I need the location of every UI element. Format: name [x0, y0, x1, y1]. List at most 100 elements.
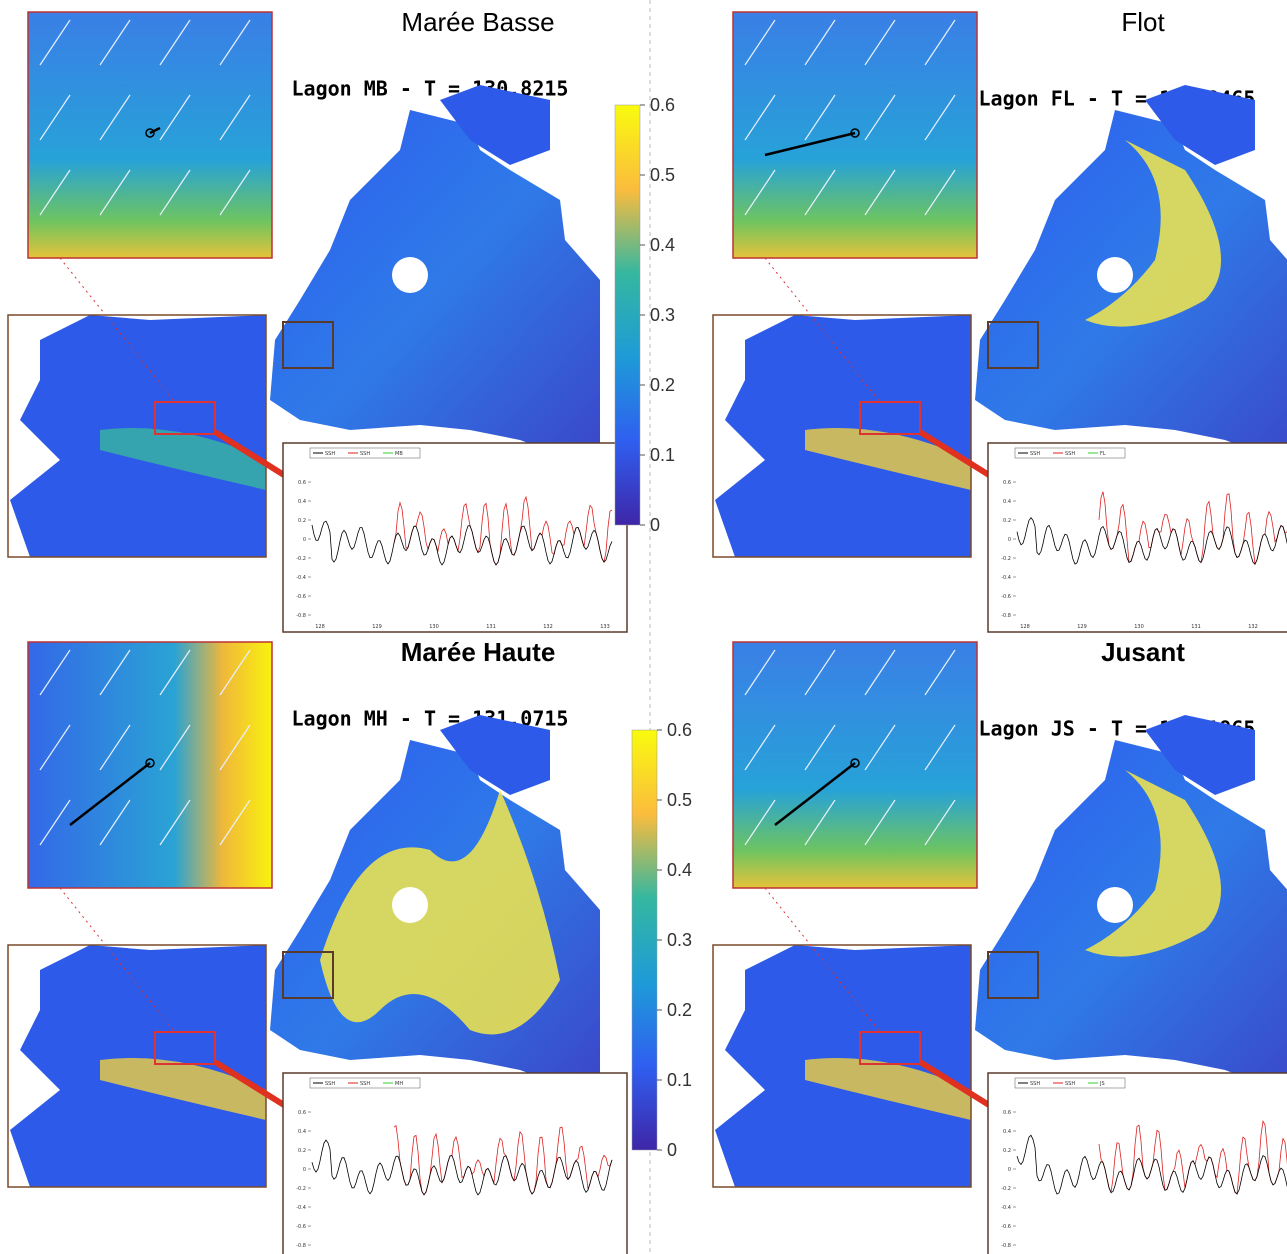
- series-model: [1016, 517, 1287, 565]
- timeseries: [987, 1072, 1287, 1254]
- legend-label: SSH: [360, 451, 370, 457]
- current-arrow: [39, 94, 71, 141]
- current-arrow: [864, 94, 896, 141]
- zoom-connector: [59, 257, 176, 403]
- lagoon-map: [270, 110, 600, 470]
- series-y-label: 0.4: [298, 1129, 306, 1135]
- zoom-inset: [732, 641, 978, 889]
- series-y-label: 0.6: [1003, 480, 1011, 486]
- colorbar-label: 0: [667, 1140, 677, 1160]
- series-y-label: -0.2: [296, 556, 306, 562]
- probe: [850, 128, 860, 138]
- current-arrow: [159, 799, 191, 846]
- series-y-label: -0.6: [1001, 594, 1011, 600]
- series-y-label: -0.4: [296, 1205, 306, 1211]
- high-current: [1085, 140, 1221, 327]
- current-arrow: [804, 724, 836, 771]
- series-y-label: 0.2: [298, 518, 306, 524]
- current-arrow: [159, 724, 191, 771]
- series-y-label: -0.4: [296, 575, 306, 581]
- series-y-label: 0.4: [298, 499, 306, 505]
- current-arrow: [39, 649, 71, 696]
- current-arrow: [924, 724, 956, 771]
- current-arrow: [924, 649, 956, 696]
- legend-label: FL: [1100, 451, 1106, 457]
- current-arrow: [924, 799, 956, 846]
- current-arrow: [744, 799, 776, 846]
- series-y-label: 0.4: [1003, 499, 1011, 505]
- colorbar-label: 0.5: [650, 165, 675, 185]
- zoom-inset: [27, 11, 273, 259]
- series-y-label: 0.2: [1003, 1148, 1011, 1154]
- series-y-label: 0.2: [1003, 518, 1011, 524]
- colorbar-label: 0.2: [667, 1000, 692, 1020]
- colorbar-label: 0: [650, 515, 660, 535]
- series-model: [1016, 1134, 1287, 1195]
- high-current: [1085, 770, 1221, 957]
- colorbar-label: 0.1: [650, 445, 675, 465]
- legend-label: SSH: [1030, 451, 1040, 457]
- map-zoom-box: [282, 321, 334, 369]
- zoom-inset: [732, 11, 978, 259]
- panel-heading: Jusant: [1101, 637, 1185, 667]
- series-x-label: 132: [543, 624, 553, 630]
- colorbar-label: 0.5: [667, 790, 692, 810]
- mid-inset-band: [805, 428, 971, 490]
- current-arrow: [744, 94, 776, 141]
- lagoon-map-ne: [1145, 85, 1255, 165]
- series-x-label: 129: [1077, 624, 1087, 630]
- colorbar-label: 0.2: [650, 375, 675, 395]
- series-x-label: 131: [1191, 624, 1201, 630]
- current-arrow: [219, 724, 251, 771]
- current-arrow: [864, 799, 896, 846]
- current-arrow: [159, 649, 191, 696]
- current-arrow: [219, 169, 251, 216]
- current-arrow: [39, 169, 71, 216]
- mid-inset-band: [100, 1058, 266, 1120]
- timeseries: [987, 442, 1287, 633]
- current-arrow: [864, 19, 896, 66]
- series-x-label: 130: [1134, 624, 1144, 630]
- series-x-label: 129: [372, 624, 382, 630]
- series-y-label: -0.8: [1001, 1243, 1011, 1249]
- series-x-label: 128: [315, 624, 325, 630]
- lagoon-map: [975, 110, 1287, 464]
- island: [1097, 257, 1133, 293]
- legend-label: SSH: [1065, 451, 1075, 457]
- zoom-inset: [27, 641, 273, 889]
- legend-box: [309, 1077, 421, 1089]
- colorbar-label: 0.1: [667, 1070, 692, 1090]
- series-x-label: 130: [429, 624, 439, 630]
- series-y-label: -0.6: [296, 594, 306, 600]
- zoom-connector: [59, 887, 176, 1033]
- series-y-label: -0.2: [296, 1186, 306, 1192]
- current-arrow: [99, 649, 131, 696]
- current-arrow: [804, 649, 836, 696]
- zoom-box: [859, 401, 921, 435]
- legend-label: JS: [1099, 1081, 1105, 1087]
- mid-inset-frame: [7, 944, 267, 1188]
- high-current: [320, 790, 560, 1035]
- current-arrow: [744, 649, 776, 696]
- legend-label: SSH: [1030, 1081, 1040, 1087]
- legend-label: SSH: [325, 451, 335, 457]
- series-y-label: -0.2: [1001, 556, 1011, 562]
- velocity-vector: [774, 762, 856, 826]
- mid-inset-frame: [7, 314, 267, 558]
- legend-label: SSH: [1065, 1081, 1075, 1087]
- current-arrow: [99, 19, 131, 66]
- timeseries: [282, 1072, 628, 1254]
- legend-box: [1014, 447, 1126, 459]
- mid-inset-band: [100, 428, 266, 490]
- legend-box: [1014, 1077, 1126, 1089]
- current-arrow: [924, 94, 956, 141]
- series-x-label: 133: [600, 624, 610, 630]
- lagoon-map-ne: [1145, 715, 1255, 795]
- series-y-label: 0.6: [298, 480, 306, 486]
- current-arrow: [864, 649, 896, 696]
- zoom-connector: [764, 887, 881, 1033]
- current-arrow: [804, 94, 836, 141]
- lagoon-map: [975, 740, 1287, 1094]
